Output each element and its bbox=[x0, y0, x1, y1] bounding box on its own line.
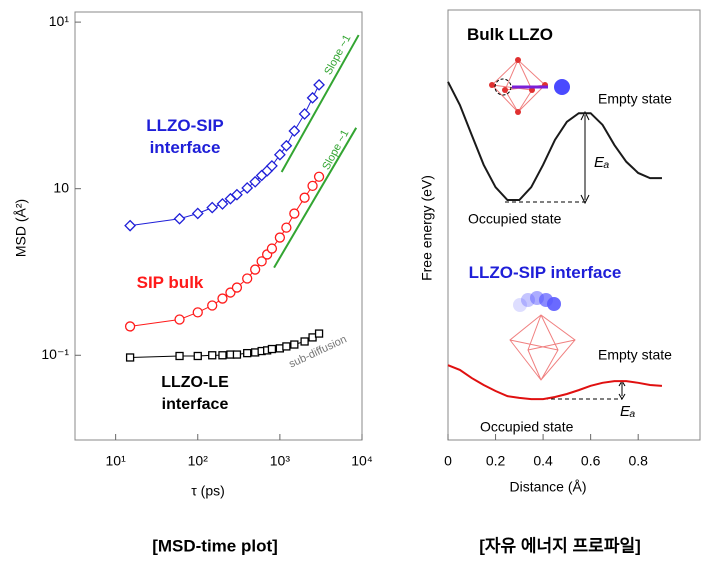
data-point bbox=[250, 264, 261, 275]
annotation: Empty state bbox=[598, 91, 672, 107]
annotation: Eₐ bbox=[594, 154, 609, 171]
data-point bbox=[314, 329, 324, 338]
data-point bbox=[282, 342, 291, 351]
data-point bbox=[274, 232, 286, 243]
caption: [자유 에너지 프로파일] bbox=[479, 536, 641, 555]
data-point bbox=[217, 293, 228, 304]
data-point bbox=[299, 192, 310, 203]
annotation: Occupied state bbox=[468, 211, 562, 227]
annotation: Occupied state bbox=[480, 419, 574, 435]
data-point bbox=[313, 78, 325, 91]
data-point bbox=[313, 171, 325, 182]
series-label: Bulk LLZO bbox=[467, 25, 553, 44]
data-point bbox=[288, 125, 301, 137]
y-tick-label: 10 bbox=[53, 179, 69, 195]
left-frame bbox=[74, 11, 363, 441]
li-ion-trail bbox=[513, 291, 561, 312]
y-axis-label: Free energy (eV) bbox=[419, 175, 435, 281]
reference-line bbox=[273, 127, 358, 269]
data-point bbox=[241, 182, 254, 194]
data-point bbox=[173, 212, 186, 225]
data-point bbox=[124, 219, 137, 232]
data-point bbox=[231, 188, 243, 201]
data-point bbox=[266, 159, 278, 172]
x-tick-label: 0.2 bbox=[486, 453, 506, 469]
data-point bbox=[192, 307, 203, 318]
ea-arrowheads bbox=[580, 110, 590, 205]
series-label: LLZO-SIP interface bbox=[468, 263, 622, 282]
series-line bbox=[447, 81, 662, 202]
y-tick-label: 10⁻¹ bbox=[41, 346, 69, 362]
x-axis-label: Distance (Å) bbox=[509, 479, 586, 495]
data-point bbox=[216, 198, 229, 210]
x-tick-label: 10³ bbox=[270, 453, 291, 469]
data-point bbox=[174, 314, 185, 325]
data-point bbox=[306, 91, 319, 104]
data-point bbox=[231, 282, 243, 293]
right-frame bbox=[447, 9, 701, 441]
reference-label: Slope ~1 bbox=[320, 128, 351, 172]
x-axis-label: τ (ps) bbox=[191, 483, 225, 499]
data-point bbox=[243, 348, 252, 358]
data-point bbox=[281, 222, 292, 233]
data-point bbox=[207, 300, 218, 311]
y-tick-label: 10¹ bbox=[49, 13, 70, 29]
data-point bbox=[289, 208, 300, 219]
data-point bbox=[191, 207, 204, 220]
data-point bbox=[280, 139, 293, 152]
data-point bbox=[298, 108, 311, 120]
series-line bbox=[447, 364, 663, 401]
series-line bbox=[130, 176, 320, 327]
x-tick-label: 10² bbox=[188, 453, 209, 469]
series-label: LLZO-LE interface bbox=[161, 374, 229, 413]
data-point bbox=[175, 351, 184, 361]
data-point bbox=[273, 148, 286, 161]
reference-line bbox=[280, 34, 360, 173]
data-point bbox=[266, 243, 278, 254]
li-ion bbox=[554, 79, 570, 95]
data-point bbox=[300, 337, 309, 346]
annotation: Empty state bbox=[598, 347, 672, 363]
data-point bbox=[208, 351, 217, 360]
annotation: Eₐ bbox=[620, 403, 635, 420]
data-point bbox=[307, 180, 318, 192]
data-point bbox=[290, 340, 299, 349]
data-point bbox=[242, 273, 253, 284]
data-point bbox=[125, 353, 135, 362]
x-tick-label: 0.8 bbox=[628, 453, 648, 469]
crystal-illustration bbox=[509, 314, 576, 381]
x-tick-label: 0.6 bbox=[581, 453, 601, 469]
x-tick-label: 10⁴ bbox=[351, 453, 373, 469]
data-point bbox=[193, 351, 202, 361]
series-label: LLZO-SIP interface bbox=[146, 116, 224, 157]
x-tick-label: 10¹ bbox=[106, 453, 127, 469]
data-point bbox=[256, 256, 267, 267]
data-point bbox=[206, 201, 219, 214]
caption: [MSD-time plot] bbox=[152, 536, 278, 555]
annotation: sub-diffusion bbox=[287, 333, 348, 370]
x-tick-label: 0 bbox=[444, 453, 452, 469]
x-tick-label: 0.4 bbox=[533, 453, 553, 469]
data-point bbox=[124, 321, 136, 332]
data-point bbox=[267, 344, 277, 354]
series-label: SIP bulk bbox=[136, 273, 204, 292]
data-point bbox=[232, 350, 242, 359]
data-point bbox=[218, 351, 227, 360]
data-point bbox=[249, 175, 262, 188]
vacancy bbox=[494, 78, 512, 96]
y-axis-label: MSD (Å²) bbox=[13, 199, 29, 257]
